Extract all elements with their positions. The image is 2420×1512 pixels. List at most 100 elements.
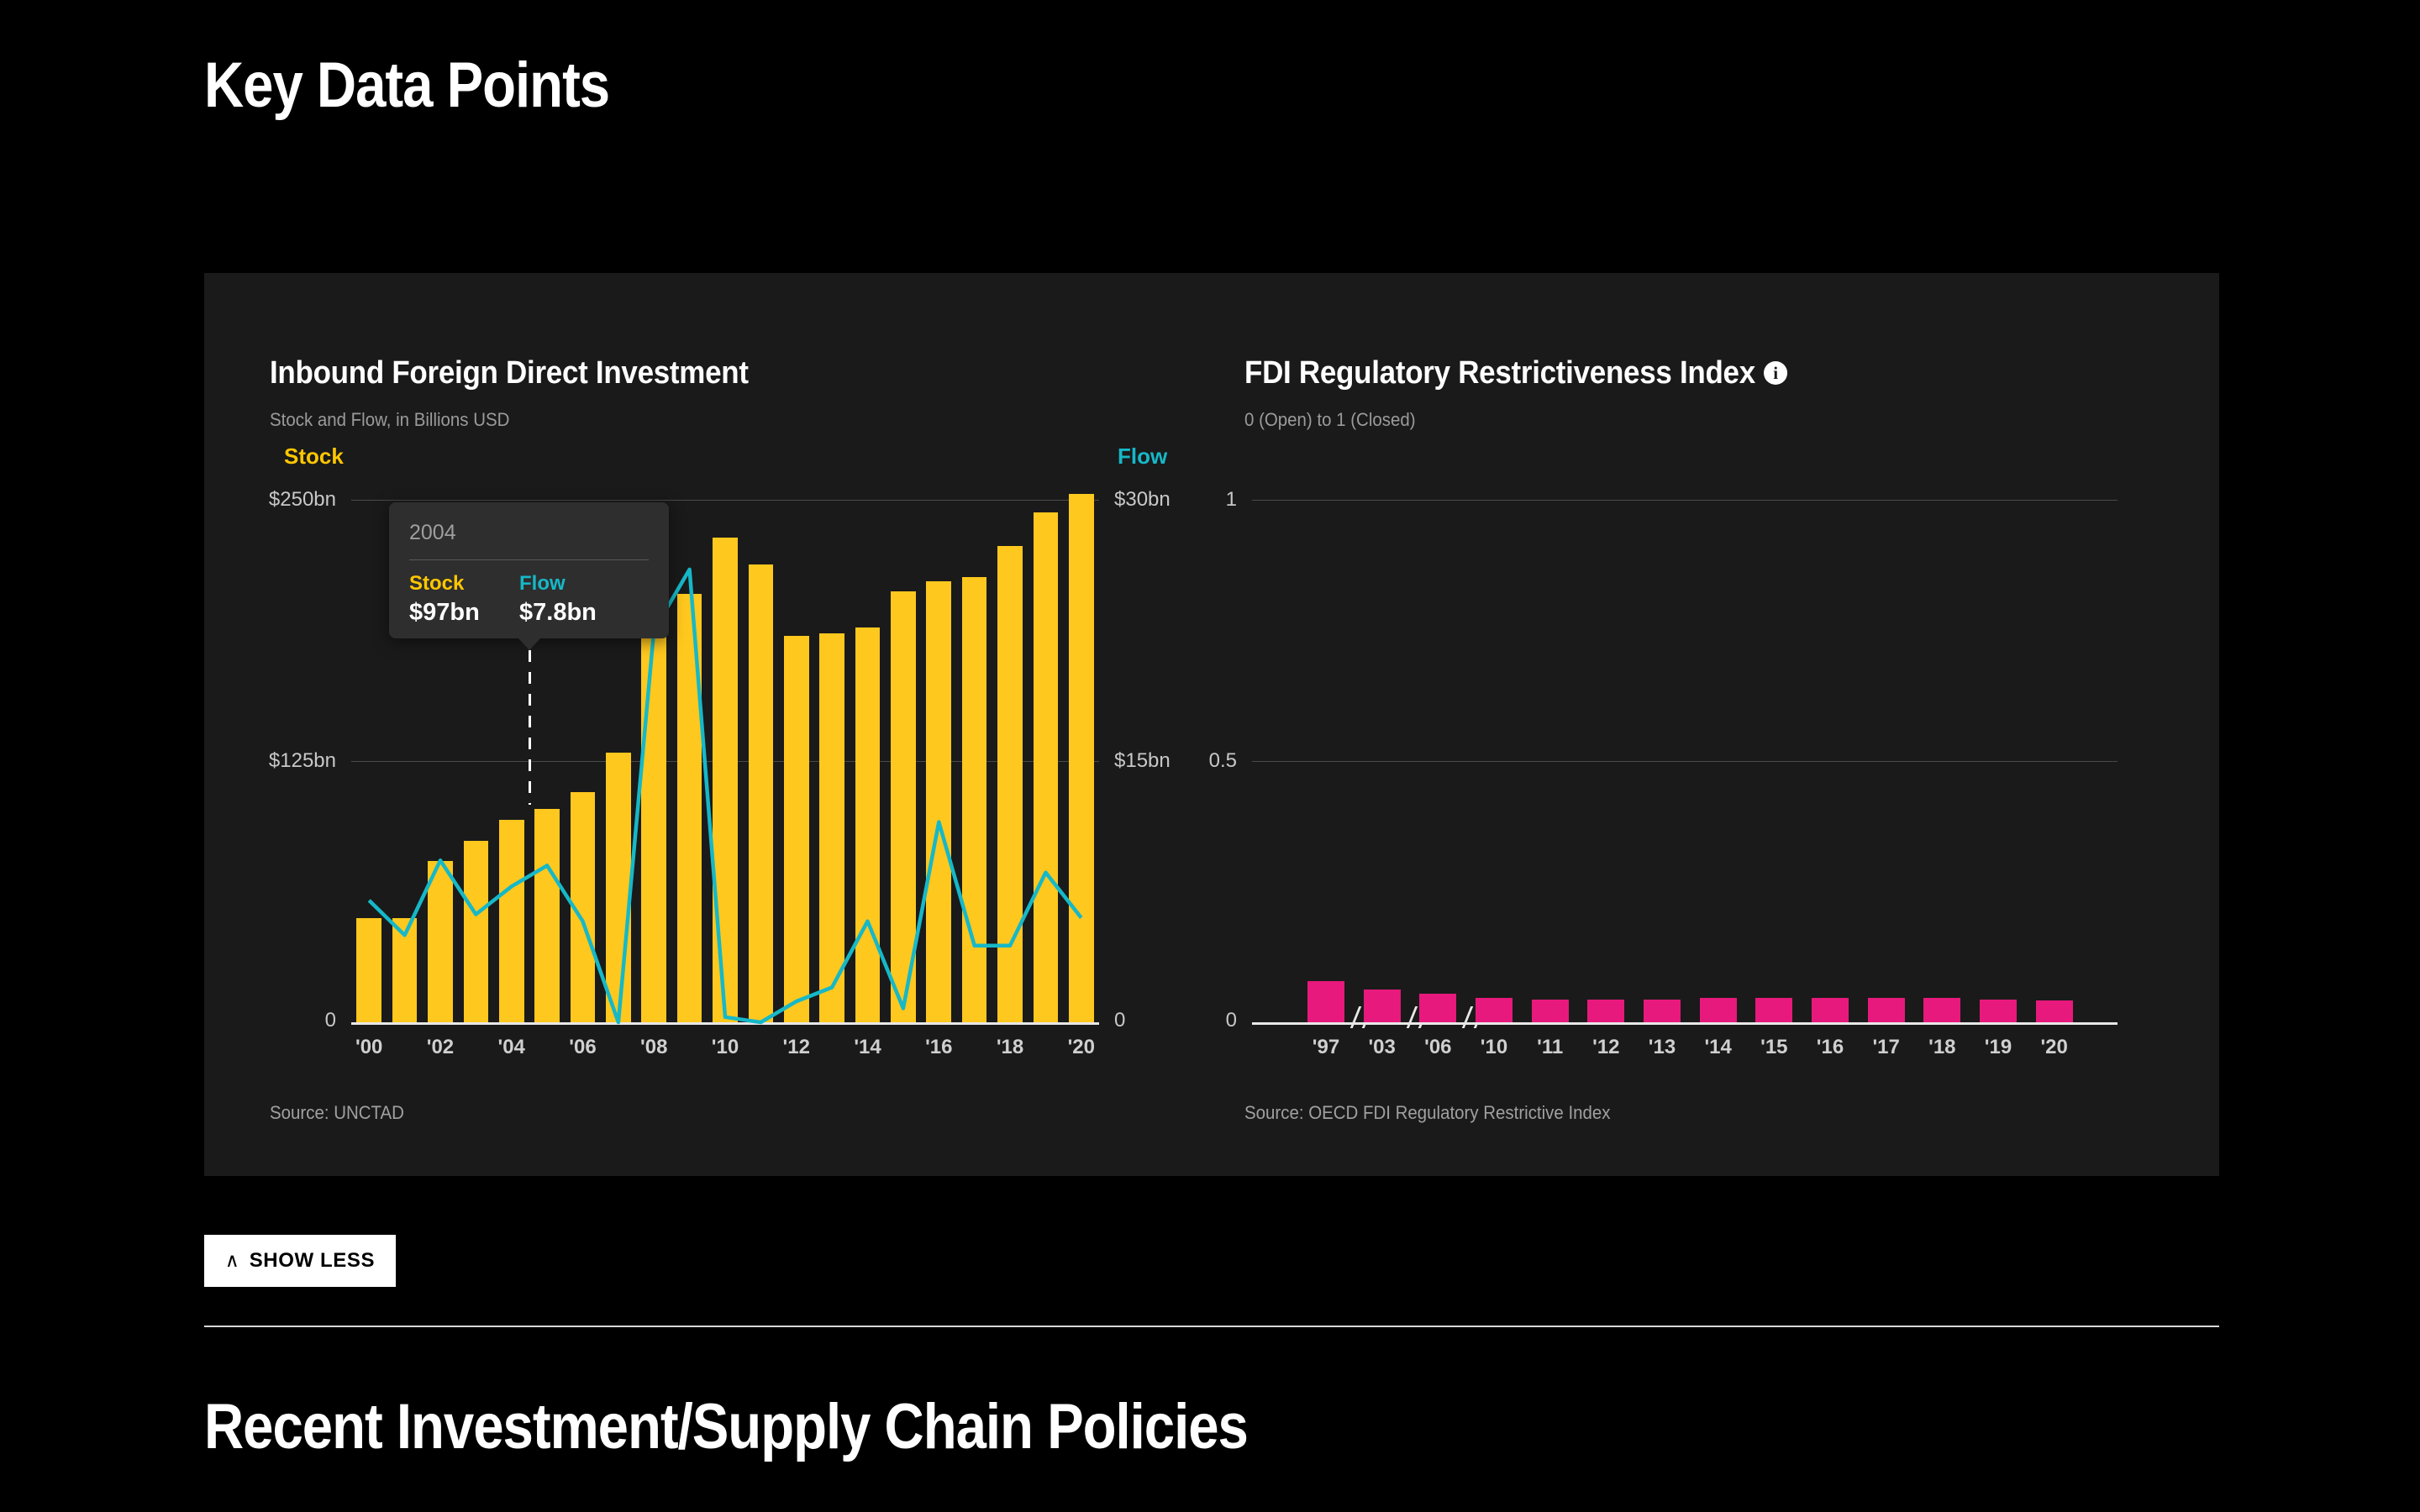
stock-bar[interactable] bbox=[1033, 512, 1059, 1022]
tooltip-flow-value: $7.8bn bbox=[519, 599, 597, 626]
x-tick-label: '20 bbox=[2040, 1036, 2068, 1058]
x-tick-label: '14 bbox=[854, 1036, 881, 1058]
stock-bar[interactable] bbox=[534, 809, 560, 1022]
tooltip-arrow bbox=[518, 638, 540, 650]
gridline-05 bbox=[1252, 761, 2118, 762]
restrictiveness-bar[interactable] bbox=[1980, 999, 2017, 1022]
x-tick-label: '02 bbox=[426, 1036, 455, 1058]
info-icon[interactable]: i bbox=[1763, 361, 1787, 385]
legend-flow: Flow bbox=[1118, 444, 1168, 469]
panel-fdi-restrictiveness: FDI Regulatory Restrictiveness Index i 0 … bbox=[1179, 273, 2212, 1176]
right-chart-title: FDI Regulatory Restrictiveness Index i bbox=[1244, 355, 1787, 391]
stock-bar[interactable] bbox=[961, 577, 987, 1022]
restrictiveness-bar[interactable] bbox=[1587, 999, 1625, 1022]
x-tick-label: '06 bbox=[1424, 1036, 1452, 1058]
restrictiveness-bar[interactable] bbox=[1923, 998, 1961, 1022]
stock-bar[interactable] bbox=[463, 840, 489, 1022]
restrictiveness-bar[interactable] bbox=[2035, 1000, 2073, 1022]
gridline-250 bbox=[351, 500, 1099, 501]
chevron-up-icon: ∧ bbox=[224, 1248, 239, 1271]
tooltip-flow-column: Flow $7.8bn bbox=[519, 571, 597, 628]
x-tick-label: '97 bbox=[1312, 1036, 1340, 1058]
x-tick-label: '15 bbox=[1760, 1036, 1788, 1058]
tooltip-stock-column: Stock $97bn bbox=[409, 571, 480, 628]
x-tick-label: '20 bbox=[1067, 1036, 1095, 1058]
x-axis-line-right bbox=[1252, 1022, 2118, 1025]
stock-bar[interactable] bbox=[641, 577, 667, 1022]
tooltip-year: 2004 bbox=[409, 521, 456, 544]
legend-stock: Stock bbox=[284, 444, 344, 469]
stock-bar[interactable] bbox=[783, 635, 809, 1022]
x-tick-label: '12 bbox=[782, 1036, 810, 1058]
restrictiveness-bar[interactable] bbox=[1755, 998, 1793, 1022]
y-tick-left-125: $125bn bbox=[268, 749, 336, 772]
restrictiveness-bar[interactable] bbox=[1644, 999, 1681, 1022]
x-tick-label: '10 bbox=[711, 1036, 739, 1058]
restrictiveness-bar[interactable] bbox=[1531, 999, 1569, 1022]
stock-bar[interactable] bbox=[748, 564, 774, 1022]
restrictiveness-bar[interactable] bbox=[1699, 998, 1737, 1022]
x-axis-labels-right: '97 '03 '06 '10 '11 '12 '13 '14 '15 '16 '17 '18 '19 '… bbox=[1252, 1022, 2118, 1064]
y-tick-right-chart-05: 0.5 bbox=[1208, 749, 1237, 772]
y-tick-left-250: $250bn bbox=[268, 488, 336, 511]
x-tick-label: '18 bbox=[1928, 1036, 1956, 1058]
tooltip-guide-line bbox=[529, 650, 531, 805]
x-tick-label: '08 bbox=[640, 1036, 668, 1058]
section-title-policies: Recent Investment/Supply Chain Policies bbox=[204, 1391, 1249, 1462]
stock-bar[interactable] bbox=[606, 753, 631, 1022]
restrictiveness-bar[interactable] bbox=[1419, 993, 1457, 1022]
x-axis-line-left bbox=[351, 1022, 1099, 1025]
restrictiveness-bar[interactable] bbox=[1867, 998, 1905, 1022]
restrictiveness-bar[interactable] bbox=[1307, 980, 1344, 1022]
stock-bar[interactable] bbox=[891, 591, 916, 1022]
x-tick-label: '00 bbox=[355, 1036, 383, 1058]
x-tick-label: '19 bbox=[1984, 1036, 2012, 1058]
y-tick-right-30: $30bn bbox=[1114, 488, 1171, 511]
y-tick-right-15: $15bn bbox=[1114, 749, 1171, 772]
stock-bar[interactable] bbox=[713, 537, 738, 1022]
x-tick-label: '14 bbox=[1704, 1036, 1732, 1058]
x-tick-label: '13 bbox=[1648, 1036, 1676, 1058]
page-title: Key Data Points bbox=[204, 50, 610, 121]
y-tick-right-0: 0 bbox=[1114, 1009, 1126, 1032]
x-tick-label: '03 bbox=[1368, 1036, 1396, 1058]
inbound-fdi-plot: $250bn $125bn 0 $30bn $15bn 0 '00 '02 '04 '… bbox=[269, 488, 1171, 1058]
x-tick-label: '11 bbox=[1537, 1036, 1564, 1058]
show-less-button[interactable]: ∧ SHOW LESS bbox=[204, 1235, 396, 1287]
restrictiveness-bar[interactable] bbox=[1363, 989, 1401, 1022]
stock-bar[interactable] bbox=[498, 819, 524, 1022]
stock-bar[interactable] bbox=[819, 633, 844, 1022]
y-tick-left-0: 0 bbox=[324, 1009, 336, 1032]
tooltip-divider bbox=[409, 559, 649, 560]
stock-bar[interactable] bbox=[356, 917, 381, 1022]
x-tick-label: '16 bbox=[925, 1036, 953, 1058]
stock-bar[interactable] bbox=[926, 581, 952, 1022]
restrictiveness-bar[interactable] bbox=[1812, 998, 1849, 1022]
stock-bar[interactable] bbox=[855, 627, 881, 1022]
restrictiveness-bar[interactable] bbox=[1476, 998, 1512, 1022]
x-tick-label: '06 bbox=[569, 1036, 597, 1058]
left-chart-title-text: Inbound Foreign Direct Investment bbox=[270, 355, 749, 391]
fdi-restrictiveness-plot: 1 0.5 0 '97 '03 '06 '10 '11 '12 '13 '14 '15 '16 '1… bbox=[1209, 488, 2118, 1058]
x-tick-label: '16 bbox=[1816, 1036, 1844, 1058]
right-chart-subtitle: 0 (Open) to 1 (Closed) bbox=[1244, 409, 1416, 430]
x-tick-label: '17 bbox=[1872, 1036, 1900, 1058]
left-chart-source: Source: UNCTAD bbox=[270, 1102, 404, 1123]
x-tick-label: '10 bbox=[1480, 1036, 1508, 1058]
x-tick-label: '18 bbox=[996, 1036, 1024, 1058]
tooltip-stock-value: $97bn bbox=[409, 599, 480, 626]
stock-bar[interactable] bbox=[1068, 493, 1094, 1022]
flow-line bbox=[367, 567, 1083, 1025]
left-chart-subtitle: Stock and Flow, in Billions USD bbox=[270, 409, 510, 430]
y-tick-right-chart-1: 1 bbox=[1225, 488, 1237, 511]
x-axis-labels-left: '00 '02 '04 '06 '08 '10 '12 '14 '16 '18 '20 bbox=[351, 1022, 1099, 1064]
section-divider bbox=[204, 1326, 2219, 1327]
tooltip-stock-label: Stock bbox=[409, 572, 465, 595]
right-chart-source: Source: OECD FDI Regulatory Restrictive … bbox=[1244, 1102, 1611, 1123]
key-data-points-card: Inbound Foreign Direct Investment Stock … bbox=[204, 273, 2219, 1176]
y-tick-right-chart-0: 0 bbox=[1225, 1009, 1237, 1032]
restrictiveness-bars bbox=[1252, 500, 2118, 1028]
right-chart-title-text: FDI Regulatory Restrictiveness Index bbox=[1244, 355, 1755, 391]
stock-bar[interactable] bbox=[428, 861, 453, 1022]
